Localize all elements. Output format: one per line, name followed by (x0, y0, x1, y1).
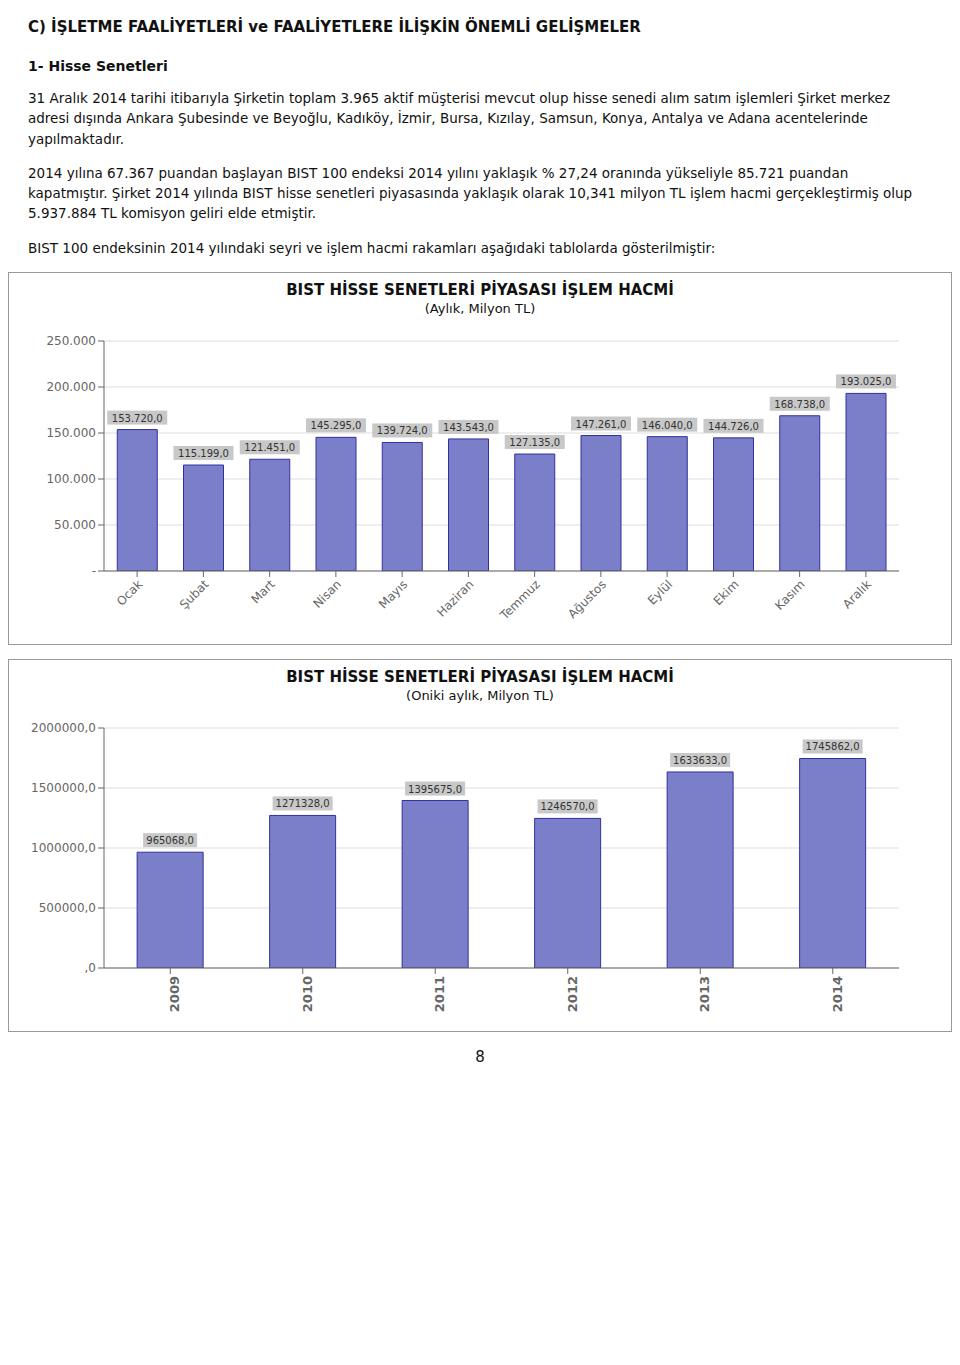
svg-text:193.025,0: 193.025,0 (841, 376, 892, 387)
svg-text:146.040,0: 146.040,0 (642, 419, 693, 430)
svg-text:Temmuz: Temmuz (497, 577, 543, 623)
svg-text:50.000: 50.000 (54, 518, 96, 532)
svg-text:Mayıs: Mayıs (376, 577, 410, 611)
svg-text:121.451,0: 121.451,0 (244, 442, 295, 453)
html-text:(Oniki aylık, Milyon TL): (Oniki aylık, Milyon TL) (406, 687, 554, 703)
svg-text:127.135,0: 127.135,0 (509, 437, 560, 448)
svg-text:147.261,0: 147.261,0 (576, 418, 627, 429)
html-text:2014 yılına 67.367 puandan baş: 2014 yılına 67.367 puandan başlayan BIST… (28, 164, 913, 222)
html-text:BIST HİSSE SENETLERİ PİYASASI: BIST HİSSE SENETLERİ PİYASASI İŞLEM HACM… (286, 667, 674, 686)
svg-text:200.000: 200.000 (46, 380, 96, 394)
svg-text:Eylül: Eylül (645, 577, 675, 607)
svg-text:2012: 2012 (565, 976, 580, 1012)
svg-text:100.000: 100.000 (46, 472, 96, 486)
svg-text:-: - (92, 564, 96, 578)
svg-text:1500000,0: 1500000,0 (31, 781, 96, 795)
html-text:(Aylık, Milyon TL): (Aylık, Milyon TL) (424, 300, 536, 316)
svg-text:2010: 2010 (300, 976, 315, 1012)
html-text:BIST HİSSE SENETLERİ PİYASASI: BIST HİSSE SENETLERİ PİYASASI İŞLEM HACM… (286, 280, 674, 299)
svg-text:Mart: Mart (249, 577, 278, 606)
svg-text:Nisan: Nisan (310, 577, 344, 611)
svg-text:Ocak: Ocak (114, 577, 145, 608)
svg-text:143.543,0: 143.543,0 (443, 422, 494, 433)
svg-text:2013: 2013 (697, 976, 712, 1012)
svg-text:145.295,0: 145.295,0 (311, 420, 362, 431)
svg-text:2014: 2014 (830, 976, 845, 1012)
svg-text:1000000,0: 1000000,0 (31, 841, 96, 855)
svg-text:153.720,0: 153.720,0 (112, 412, 163, 423)
svg-text:1271328,0: 1271328,0 (276, 798, 330, 809)
svg-text:2009: 2009 (167, 976, 182, 1012)
svg-text:115.199,0: 115.199,0 (178, 448, 229, 459)
svg-text:Kasım: Kasım (772, 577, 808, 613)
svg-text:Ekim: Ekim (711, 577, 742, 608)
svg-text:1633633,0: 1633633,0 (673, 755, 727, 766)
svg-text:1395675,0: 1395675,0 (408, 783, 462, 794)
svg-text:250.000: 250.000 (46, 334, 96, 348)
svg-text:144.726,0: 144.726,0 (708, 421, 759, 432)
svg-text:500000,0: 500000,0 (39, 901, 96, 915)
svg-text:Ağustos: Ağustos (565, 577, 609, 621)
html-text:BIST 100 endeksinin 2014 yılın: BIST 100 endeksinin 2014 yılındaki seyri… (28, 239, 716, 256)
html-text:8: 8 (475, 1047, 485, 1066)
svg-text:139.724,0: 139.724,0 (377, 425, 428, 436)
html-text:31 Aralık 2014 tarihi itibarıy: 31 Aralık 2014 tarihi itibarıyla Şirketi… (28, 90, 890, 147)
html-text:C) İŞLETME FAALİYETLERİ ve FAA: C) İŞLETME FAALİYETLERİ ve FAALİYETLERE … (28, 18, 641, 36)
svg-text:Aralık: Aralık (840, 577, 874, 611)
svg-text:965068,0: 965068,0 (146, 835, 194, 846)
svg-text:1246570,0: 1246570,0 (541, 801, 595, 812)
svg-text:2011: 2011 (432, 976, 447, 1012)
svg-text:168.738,0: 168.738,0 (774, 399, 825, 410)
svg-text:,0: ,0 (85, 961, 96, 975)
svg-text:150.000: 150.000 (46, 426, 96, 440)
svg-text:1745862,0: 1745862,0 (806, 741, 860, 752)
html-text:1- Hisse Senetleri: 1- Hisse Senetleri (28, 58, 168, 74)
svg-text:2000000,0: 2000000,0 (31, 721, 96, 735)
svg-text:Şubat: Şubat (177, 577, 212, 612)
svg-text:Haziran: Haziran (434, 577, 476, 619)
